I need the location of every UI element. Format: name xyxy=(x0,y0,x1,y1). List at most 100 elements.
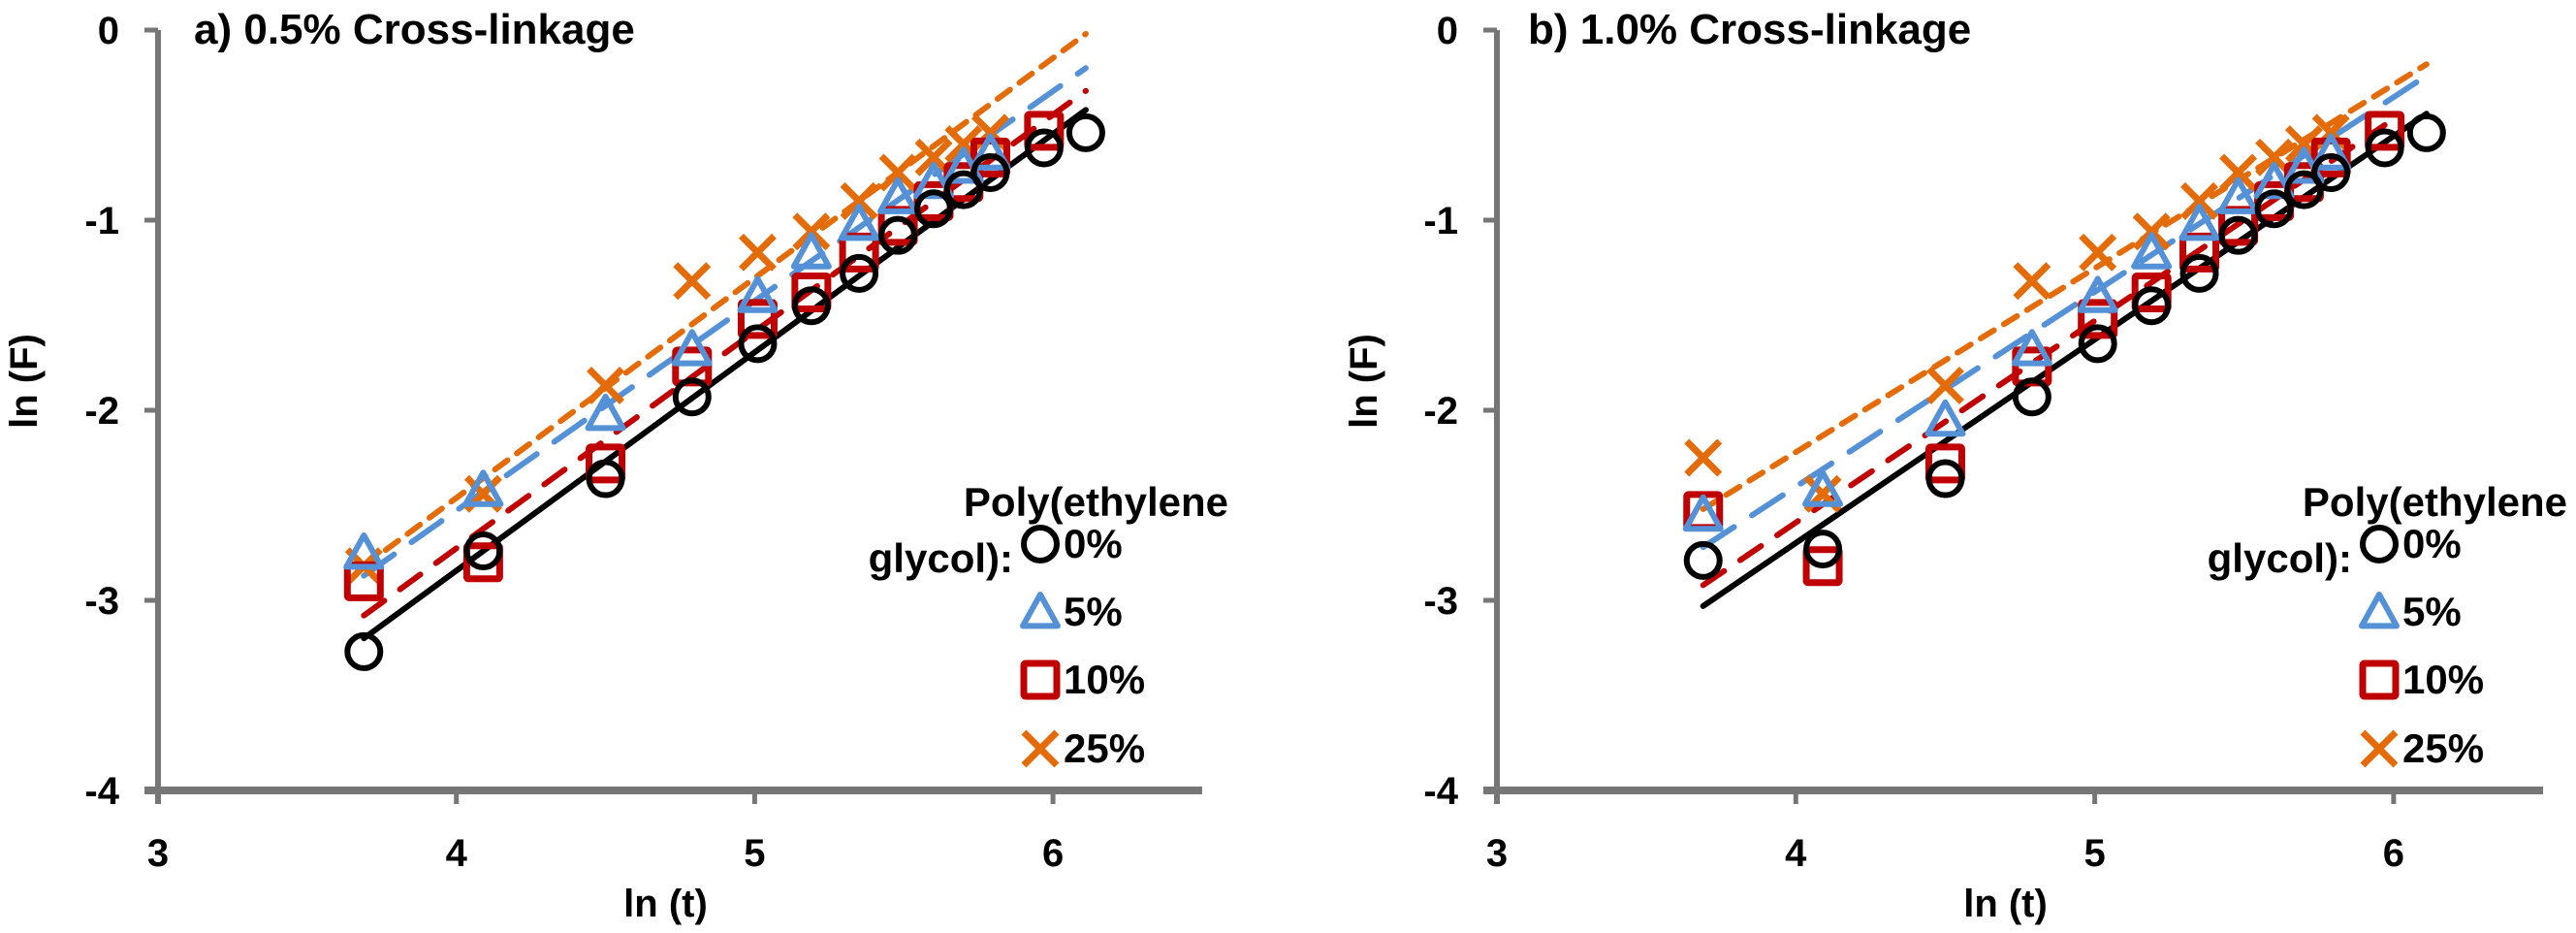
data-point xyxy=(463,531,503,571)
legend-title-line2: glycol): xyxy=(869,535,1013,581)
x-tick-label: 3 xyxy=(1486,832,1508,875)
data-point xyxy=(2079,233,2117,272)
data-point xyxy=(1924,443,1965,484)
data-point xyxy=(462,469,504,507)
y-axis-title: ln (F) xyxy=(1343,334,1385,429)
x-tick-label: 5 xyxy=(2083,832,2105,875)
data-point-stroke xyxy=(2284,125,2323,164)
data-point xyxy=(672,377,712,417)
legend-title-line2: glycol): xyxy=(2208,535,2352,581)
data-point-stroke xyxy=(878,153,917,192)
legend-marker-x-icon xyxy=(2360,729,2399,768)
panel-a: 0 -1 -2 -3 -4 3 4 5 6 ln (t) ln (F) a) 0.5% Cross-l… xyxy=(3,6,1228,925)
data-point xyxy=(913,161,955,200)
legend-title-line1: Poly(ethylene xyxy=(2303,479,2567,525)
data-point xyxy=(2311,153,2351,192)
data-point xyxy=(2365,128,2404,168)
data-point-stroke xyxy=(587,367,625,404)
x-tick-label: 3 xyxy=(147,832,169,875)
data-point xyxy=(2218,215,2258,255)
data-point xyxy=(2365,111,2405,151)
data-point xyxy=(586,459,625,499)
legend-marker-square-icon xyxy=(1020,660,1061,700)
data-point-stroke xyxy=(914,138,953,177)
data-point xyxy=(2180,181,2218,220)
y-tick-label: -3 xyxy=(84,580,119,623)
data-point-stroke xyxy=(2079,233,2117,272)
legend-title-line1: Poly(ethylene xyxy=(964,479,1228,525)
legend-marker-triangle-icon xyxy=(1020,592,1061,629)
data-point xyxy=(2406,113,2446,152)
data-point xyxy=(970,133,1011,171)
y-axis-title: ln (F) xyxy=(3,334,46,429)
legend-marker-x-icon-stroke xyxy=(2360,729,2399,768)
data-point-stroke xyxy=(2180,181,2218,220)
y-tick-label: -1 xyxy=(84,200,119,242)
data-point xyxy=(2132,286,2172,326)
data-point xyxy=(1802,469,1844,507)
legend-item: 5% xyxy=(1020,589,1123,634)
data-point-stroke xyxy=(673,262,712,301)
data-point xyxy=(878,215,918,255)
legend-item: 0% xyxy=(2360,521,2462,566)
data-point-stroke xyxy=(2219,153,2258,192)
x-tick-label: 5 xyxy=(744,832,765,875)
y-tick-label: -2 xyxy=(1423,390,1458,433)
x-tick-label: 6 xyxy=(1042,832,1064,875)
data-point xyxy=(2178,203,2220,241)
legend-label: 5% xyxy=(1064,589,1123,634)
series-5pct xyxy=(343,133,1011,570)
data-point xyxy=(1803,530,1843,569)
data-point xyxy=(671,329,713,367)
data-point xyxy=(790,232,832,270)
data-point xyxy=(2219,153,2258,192)
data-point xyxy=(2310,133,2352,171)
data-point-stroke xyxy=(2132,212,2171,251)
data-point xyxy=(462,542,503,583)
data-point xyxy=(792,212,831,251)
data-point xyxy=(2078,299,2118,339)
legend-item: 25% xyxy=(1021,725,1145,771)
data-point xyxy=(586,443,626,484)
legend-marker-triangle-icon xyxy=(2359,592,2400,629)
data-point xyxy=(791,272,832,312)
data-point xyxy=(2012,377,2051,417)
data-point-stroke xyxy=(840,181,878,220)
y-tick-label: -3 xyxy=(1423,580,1458,623)
series-5pct xyxy=(1682,133,2352,532)
x-axis-title: ln (t) xyxy=(623,883,708,925)
data-point xyxy=(1802,546,1843,587)
legend-label: 10% xyxy=(1064,657,1145,702)
legend: Poly(ethylene glycol): 0% 5% 10% 25% xyxy=(869,479,1228,771)
data-point xyxy=(2284,170,2324,209)
data-point xyxy=(2131,272,2172,312)
data-point xyxy=(1065,113,1105,152)
x-tick-label: 6 xyxy=(2383,832,2404,875)
legend-item: 5% xyxy=(2359,589,2462,634)
legend-marker-square-icon xyxy=(2359,660,2400,700)
data-point xyxy=(1024,128,1064,168)
data-point xyxy=(1925,367,1964,404)
legend-marker-circle-icon xyxy=(1021,525,1060,563)
legend-marker-x-icon xyxy=(1021,729,1060,768)
legend-label: 25% xyxy=(2402,725,2484,771)
data-point xyxy=(2077,275,2118,313)
data-point xyxy=(878,153,917,192)
legend-marker-circle-icon xyxy=(2360,525,2399,563)
data-point xyxy=(737,275,779,313)
fit-line-10pct xyxy=(361,87,1089,619)
legend-marker-x-icon-stroke xyxy=(1021,729,1060,768)
data-point xyxy=(839,203,880,241)
panel-title: a) 0.5% Cross-linkage xyxy=(194,6,635,53)
legend-label: 0% xyxy=(1064,521,1123,566)
legend-item: 10% xyxy=(1020,657,1145,702)
data-point xyxy=(587,367,625,404)
data-point xyxy=(914,189,954,229)
data-point xyxy=(2011,329,2052,367)
data-point xyxy=(739,233,777,272)
data-point xyxy=(1924,399,1966,437)
data-point xyxy=(344,631,384,671)
y-tick-label: -4 xyxy=(84,770,119,813)
legend-item: 10% xyxy=(2359,657,2484,702)
